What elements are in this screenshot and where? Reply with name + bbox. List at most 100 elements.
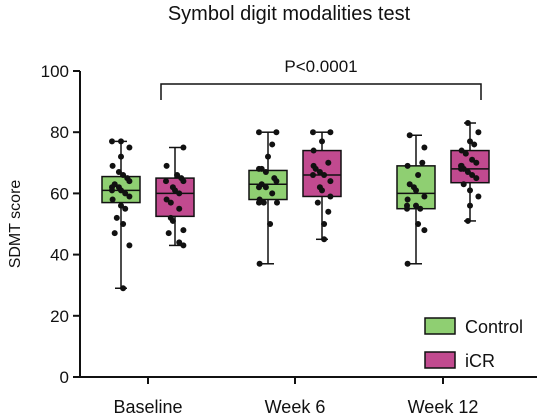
- data-point: [319, 138, 325, 145]
- data-point: [325, 208, 332, 215]
- data-point: [269, 190, 276, 197]
- data-point: [165, 230, 172, 237]
- iqr-box: [248, 169, 288, 201]
- data-point: [327, 178, 334, 185]
- data-point: [473, 175, 480, 182]
- data-point: [174, 172, 181, 179]
- data-point: [126, 242, 133, 249]
- legend-label-control: Control: [465, 317, 523, 337]
- x-tick-label: Baseline: [113, 397, 182, 416]
- box-control-baseline: [101, 138, 141, 292]
- data-point: [262, 184, 269, 191]
- data-point: [180, 144, 187, 151]
- y-axis-label: SDMT score: [7, 180, 24, 269]
- x-tick-label: Week 6: [265, 397, 326, 416]
- data-point: [417, 205, 424, 212]
- data-point: [126, 178, 133, 185]
- data-point: [111, 230, 118, 237]
- data-point: [176, 205, 183, 212]
- data-point: [118, 138, 124, 145]
- data-point: [475, 193, 482, 200]
- data-point: [120, 285, 127, 292]
- boxes-layer: [101, 120, 490, 292]
- legend-swatch-icr: [424, 351, 456, 369]
- data-point: [327, 129, 334, 136]
- data-point: [163, 178, 169, 185]
- data-point: [113, 214, 120, 221]
- y-tick-label: 20: [50, 307, 69, 326]
- box-icr-week-6: [302, 129, 342, 243]
- y-tick-label: 0: [60, 368, 69, 387]
- data-point: [413, 202, 419, 209]
- data-point: [464, 217, 471, 224]
- data-point: [172, 187, 178, 194]
- legend-label-icr: iCR: [465, 351, 495, 371]
- x-tick-label: Week 12: [408, 397, 479, 416]
- data-point: [256, 129, 262, 136]
- data-point: [404, 162, 411, 169]
- data-point: [469, 172, 476, 179]
- data-point: [458, 147, 465, 154]
- data-point: [404, 260, 411, 267]
- y-tick-label: 80: [50, 123, 69, 142]
- data-point: [460, 181, 467, 188]
- data-point: [126, 144, 133, 151]
- data-point: [471, 141, 478, 148]
- y-tick-label: 60: [50, 184, 69, 203]
- box-icr-baseline: [155, 144, 195, 249]
- y-tick-label: 40: [50, 246, 69, 265]
- data-point: [122, 190, 129, 197]
- data-point: [413, 187, 419, 194]
- box-control-week-12: [396, 132, 436, 267]
- data-point: [109, 187, 115, 194]
- data-point: [262, 168, 269, 175]
- data-point: [118, 153, 124, 160]
- data-point: [314, 199, 321, 206]
- data-point: [473, 159, 480, 166]
- bracket-line: [160, 83, 482, 100]
- data-point: [467, 138, 473, 145]
- data-point: [404, 205, 410, 212]
- data-point: [404, 196, 411, 203]
- x-axis: Baseline Week 6 Week 12: [80, 376, 537, 416]
- significance-bracket: P<0.0001: [160, 57, 482, 100]
- data-point: [180, 242, 187, 249]
- data-point: [256, 199, 262, 206]
- data-point: [273, 129, 280, 136]
- iqr-box: [450, 149, 490, 184]
- data-point: [316, 168, 323, 175]
- data-point: [415, 221, 422, 227]
- data-point: [109, 162, 116, 169]
- y-axis: 0 20 40 60 80 100: [41, 62, 81, 387]
- box-control-week-6: [248, 129, 288, 267]
- data-point: [256, 165, 262, 172]
- data-point: [319, 187, 325, 194]
- data-point: [167, 199, 174, 206]
- data-point: [120, 221, 127, 227]
- data-point: [469, 156, 476, 163]
- legend-swatch-control: [424, 317, 456, 335]
- data-point: [419, 159, 426, 166]
- data-point: [325, 159, 332, 166]
- data-point: [118, 187, 124, 194]
- data-point: [310, 147, 317, 154]
- data-point: [464, 168, 471, 175]
- data-point: [327, 193, 334, 200]
- data-point: [467, 202, 473, 209]
- data-point: [421, 227, 428, 234]
- data-point: [310, 129, 316, 136]
- data-point: [462, 150, 469, 157]
- iqr-box: [155, 177, 195, 218]
- data-point: [421, 193, 428, 200]
- legend: Control iCR: [424, 317, 523, 371]
- data-point: [421, 144, 428, 151]
- data-point: [180, 178, 187, 185]
- data-point: [180, 227, 187, 234]
- data-point: [169, 217, 176, 224]
- data-point: [467, 187, 473, 194]
- data-point: [265, 153, 271, 160]
- data-point: [267, 221, 274, 227]
- data-point: [109, 138, 115, 145]
- data-point: [126, 193, 133, 200]
- data-point: [406, 132, 413, 139]
